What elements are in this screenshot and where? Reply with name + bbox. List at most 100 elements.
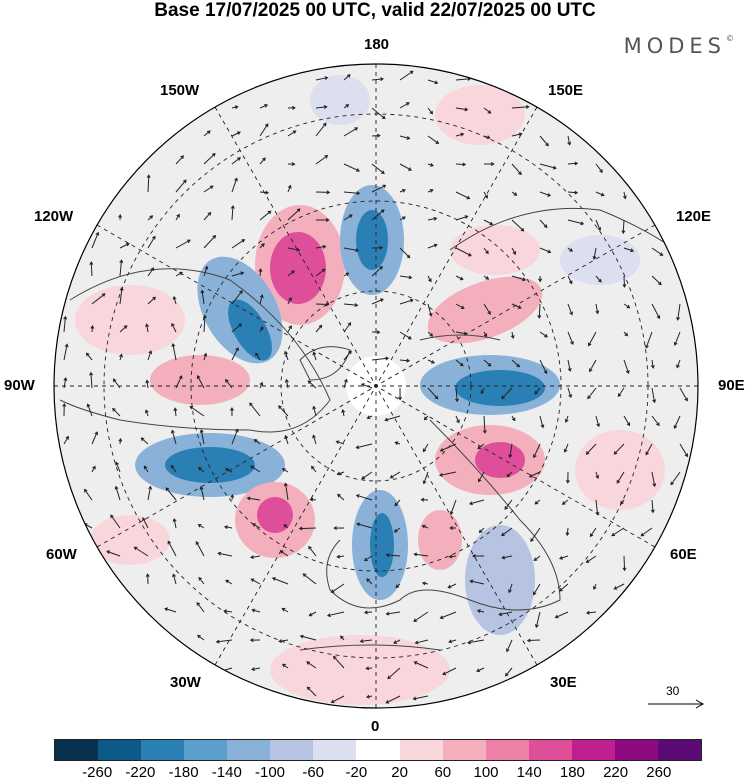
wind-arrow (315, 268, 326, 277)
wind-arrow (172, 518, 177, 529)
wind-arrow (511, 132, 523, 137)
wind-arrow (399, 70, 414, 81)
wind-arrow (595, 471, 600, 480)
wind-arrow (330, 695, 345, 704)
colorbar-tick-label: 220 (603, 764, 629, 781)
map-title: Base 17/07/2025 00 UTC, valid 22/07/2025… (154, 0, 596, 21)
wind-arrow (539, 191, 552, 197)
wind-arrow (371, 209, 385, 221)
wind-arrow (231, 239, 246, 249)
wind-arrow (534, 387, 541, 395)
wind-arrow (278, 405, 289, 417)
wind-arrow (511, 104, 530, 109)
wind-arrow (298, 526, 317, 531)
wind-arrow (165, 487, 177, 501)
wind-arrow (539, 247, 552, 254)
wind-arrow (119, 325, 128, 333)
wind-arrow (246, 496, 261, 501)
wind-arrow (483, 219, 494, 226)
wind-arrow (526, 638, 541, 643)
wind-arrow (315, 76, 329, 81)
lon-label-0: 0 (371, 718, 380, 735)
wind-arrow (312, 351, 317, 361)
wind-arrow (469, 579, 485, 585)
wind-arrow (510, 331, 515, 340)
wind-arrow (423, 415, 429, 421)
wind-arrow (587, 331, 597, 347)
wind-arrow (258, 268, 263, 277)
wind-arrow (399, 102, 410, 109)
wind-arrow (343, 272, 350, 277)
wind-arrow (427, 79, 439, 85)
wind-arrow (253, 438, 261, 445)
colorbar-swatch (55, 740, 99, 760)
wind-arrow (279, 550, 289, 557)
wind-arrow (483, 247, 489, 255)
wind-arrow (676, 359, 681, 369)
wind-arrow (112, 407, 121, 417)
wind-arrow (85, 352, 93, 361)
wind-arrow (287, 325, 292, 333)
wind-arrow (427, 359, 435, 364)
wind-arrow (413, 611, 429, 622)
wind-arrow (63, 343, 69, 361)
wind-arrow (371, 77, 384, 82)
wind-arrow (455, 275, 464, 281)
colorbar-tick-label: 260 (646, 764, 672, 781)
wind-arrow (365, 666, 373, 671)
wind-arrow (399, 331, 412, 340)
wind-arrow (595, 415, 601, 428)
wind-arrow (91, 231, 100, 249)
colorbar-tick-label: 100 (473, 764, 499, 781)
wind-arrow (215, 639, 233, 644)
wind-arrow (106, 550, 121, 557)
wind-arrow (387, 667, 401, 680)
wind-arrow (640, 527, 653, 537)
wind-arrow (439, 611, 457, 620)
wind-arrow (336, 554, 345, 559)
wind-arrow (595, 163, 603, 173)
wind-arrow (567, 190, 579, 195)
wind-arrow (427, 135, 440, 145)
wind-arrow (595, 499, 600, 516)
wind-arrow (119, 259, 124, 277)
wind-arrow (119, 353, 123, 361)
wind-arrow (371, 330, 381, 335)
wind-arrow (251, 608, 261, 613)
wind-arrow (589, 527, 597, 538)
wind-arrow (539, 415, 545, 429)
colorbar-swatch (141, 740, 185, 760)
wind-arrow (199, 485, 205, 501)
wind-arrow (230, 493, 235, 501)
wind-arrow (651, 247, 664, 256)
wind-arrow (673, 415, 681, 430)
wind-arrow (63, 377, 68, 389)
wind-arrow (455, 107, 469, 112)
wind-arrow (414, 639, 429, 645)
wind-arrow (89, 371, 94, 389)
wind-arrow (315, 218, 330, 222)
wind-arrow (203, 234, 217, 249)
wind-arrow (622, 555, 627, 572)
wind-arrow (371, 184, 387, 193)
wind-arrow (175, 179, 187, 193)
wind-arrow (230, 204, 235, 221)
colorbar-swatch (485, 740, 529, 760)
wind-arrow (611, 527, 625, 537)
wind-arrow (421, 524, 429, 529)
wind-arrow (533, 555, 541, 562)
wind-arrow (359, 639, 373, 644)
wind-arrow (343, 127, 359, 137)
wind-arrow (427, 331, 434, 337)
wind-arrow (478, 527, 485, 534)
modes-logo: MODES© (623, 34, 734, 58)
colorbar-swatch (270, 740, 314, 760)
wind-arrow (203, 152, 216, 165)
wind-arrow (278, 639, 289, 643)
wind-arrow (118, 437, 123, 445)
wind-arrow (558, 555, 569, 560)
colorbar-swatch (614, 740, 658, 760)
wind-arrow (142, 517, 149, 529)
wind-arrow (366, 578, 373, 585)
wind-arrow (217, 551, 233, 557)
